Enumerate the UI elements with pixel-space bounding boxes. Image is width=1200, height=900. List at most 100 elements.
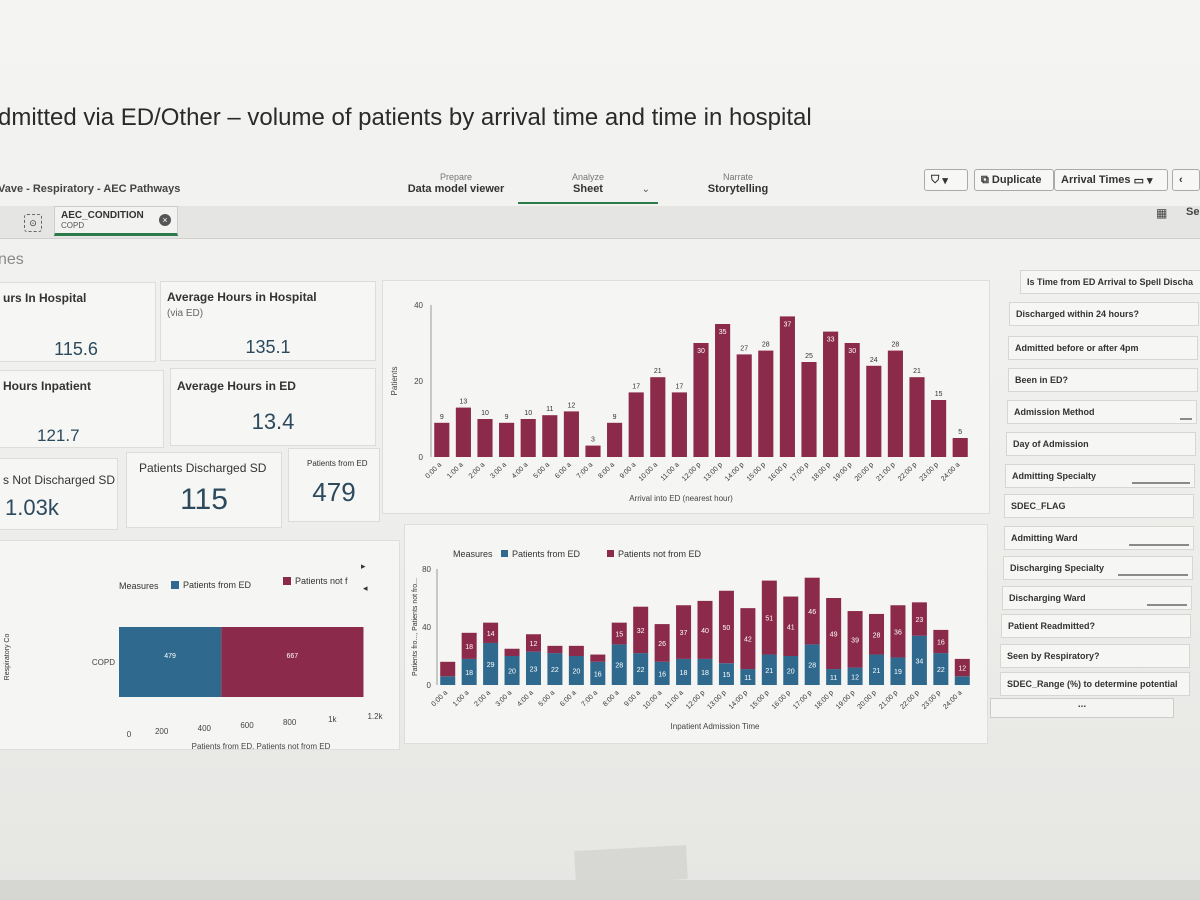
- bar-segment: [611, 644, 627, 685]
- app-name[interactable]: Vave - Respiratory - AEC Pathways: [0, 183, 181, 195]
- x-tick-label: 1:00 a: [446, 461, 465, 480]
- bookmark-button[interactable]: ⛉ ▾: [924, 169, 968, 191]
- x-tick-label: 18:00 p: [811, 461, 833, 483]
- x-tick-label: 24:00 a: [940, 461, 962, 483]
- legend-label: Patients not from ED: [618, 549, 702, 559]
- condition-chart[interactable]: Measures Patients from ED Patients not f ▸ ◂…: [0, 541, 399, 751]
- bar: [563, 411, 579, 457]
- filter-label: Admitted before or after 4pm: [1015, 343, 1139, 353]
- filter-label: Discharging Specialty: [1010, 563, 1105, 573]
- bar: [952, 438, 968, 457]
- bar-value-label: 16: [658, 671, 666, 678]
- filter-14[interactable]: SDEC_Range (%) to determine potential: [1000, 672, 1190, 696]
- more-filters-button[interactable]: ...: [990, 698, 1174, 718]
- bar-segment: [783, 656, 799, 685]
- condition-chart-panel[interactable]: Measures Patients from ED Patients not f ▸ ◂…: [0, 540, 400, 751]
- x-tick-label: 10:00 a: [638, 461, 660, 483]
- bar-segment: [869, 654, 885, 685]
- bar-segment: [933, 653, 949, 685]
- bar-segment: [483, 642, 499, 685]
- kpi-value: 121.7: [37, 426, 80, 445]
- bar-value-label: 21: [873, 668, 881, 675]
- arrival-chart[interactable]: 0 20 40 Patients 9 0:00 a 13 1:00 a 10 2:00 a 9 3:0…: [383, 281, 989, 513]
- x-tick-label: 14:00 p: [728, 689, 750, 711]
- bar: [931, 400, 947, 457]
- x-tick-label: 13:00 p: [703, 461, 725, 483]
- bar: [455, 407, 471, 457]
- sheet-selector-label: Arrival Times: [1061, 174, 1131, 186]
- bar-segment: [954, 658, 970, 677]
- bar-value-label: 36: [894, 629, 902, 636]
- bar-value-label: 49: [830, 632, 838, 639]
- bar: [542, 415, 558, 457]
- chevron-down-icon[interactable]: ⌄: [641, 184, 650, 195]
- kpi-avg-hours-in-ed[interactable]: Average Hours in ED 13.4: [170, 368, 376, 446]
- kpi-hours-in-hospital[interactable]: urs In Hospital 115.6: [0, 282, 156, 362]
- bar-value-label: 21: [765, 668, 773, 675]
- bar-segment: [740, 608, 756, 670]
- x-tick-label: 20:00 p: [856, 689, 878, 711]
- filter-7[interactable]: Admitting Specialty: [1005, 464, 1195, 488]
- filter-10[interactable]: Discharging Specialty: [1003, 556, 1193, 580]
- filter-selection-bar: [1147, 604, 1187, 606]
- x-tick-label: 19:00 p: [835, 689, 857, 711]
- tab-prepare[interactable]: Prepare Data model viewer: [386, 172, 526, 195]
- kpi-title: urs In Hospital: [3, 291, 87, 305]
- kpi-title: Average Hours in Hospital: [167, 290, 317, 304]
- kpi-not-discharged-sd[interactable]: s Not Discharged SD 1.03k: [0, 458, 118, 530]
- bar-value-label: 22: [637, 667, 645, 674]
- tab-analyze[interactable]: Analyze Sheet ⌄: [518, 172, 658, 204]
- bar-value-label: 29: [487, 662, 495, 669]
- filter-label: Seen by Respiratory?: [1007, 651, 1100, 661]
- bar-value-label: 30: [848, 348, 856, 355]
- sheet-selector[interactable]: Arrival Times ▭ ▾: [1054, 169, 1168, 191]
- filter-12[interactable]: Patient Readmitted?: [1001, 614, 1191, 638]
- bar-segment: [590, 661, 606, 685]
- admission-chart-panel[interactable]: Measures Patients from ED Patients not fro…: [404, 524, 988, 744]
- y-tick-label: 20: [414, 377, 423, 386]
- bar-segment: [568, 656, 584, 685]
- bar-segment: [869, 613, 885, 655]
- tab-narrate[interactable]: Narrate Storytelling: [668, 172, 808, 195]
- selection-chip[interactable]: AEC_CONDITION COPD ×: [54, 206, 178, 236]
- kpi-hours-inpatient[interactable]: Hours Inpatient 121.7: [0, 370, 164, 448]
- x-tick-label: 3:00 a: [489, 461, 508, 480]
- arrival-chart-panel[interactable]: 0 20 40 Patients 9 0:00 a 13 1:00 a 10 2:00 a 9 3:0…: [382, 280, 990, 514]
- grid-icon[interactable]: ▦: [1156, 206, 1168, 220]
- filter-1[interactable]: Is Time from ED Arrival to Spell Discha: [1020, 270, 1200, 294]
- duplicate-button[interactable]: ⧉ Duplicate: [974, 169, 1054, 191]
- smart-search-icon[interactable]: ⊙: [24, 214, 42, 232]
- filter-5[interactable]: Admission Method: [1007, 400, 1197, 424]
- filter-6[interactable]: Day of Admission: [1006, 432, 1196, 456]
- kpi-patients-from-ed[interactable]: Patients from ED 479: [288, 448, 380, 522]
- bar-value-label: 28: [762, 342, 770, 349]
- x-tick-label: 1.2k: [367, 712, 383, 721]
- bar-segment: [697, 658, 713, 685]
- filter-8[interactable]: SDEC_FLAG: [1004, 494, 1194, 518]
- kpi-avg-hours-in-hospital[interactable]: Average Hours in Hospital (via ED) 135.1: [160, 281, 376, 361]
- filter-4[interactable]: Been in ED?: [1008, 368, 1198, 392]
- filter-3[interactable]: Admitted before or after 4pm: [1008, 336, 1198, 360]
- category-label: COPD: [92, 658, 115, 667]
- selections-panel-label[interactable]: Sel: [1186, 206, 1200, 218]
- filter-9[interactable]: Admitting Ward: [1004, 526, 1194, 550]
- previous-sheet-button[interactable]: ‹: [1172, 169, 1200, 191]
- x-tick-label: 0:00 a: [430, 689, 449, 708]
- kpi-value: 115.6: [54, 339, 98, 359]
- legend-prev-icon: ◂: [363, 583, 368, 593]
- x-tick-label: 22:00 p: [899, 689, 921, 711]
- filter-2[interactable]: Discharged within 24 hours?: [1009, 302, 1199, 326]
- bar-segment: [954, 676, 970, 685]
- bar-value-label: 51: [765, 616, 773, 623]
- bar: [477, 419, 493, 457]
- y-tick-label: 40: [414, 301, 423, 310]
- kpi-discharged-sd[interactable]: Patients Discharged SD 115: [126, 452, 282, 528]
- filter-11[interactable]: Discharging Ward: [1002, 586, 1192, 610]
- close-icon[interactable]: ×: [159, 214, 171, 226]
- bar-value-label: 15: [723, 672, 731, 679]
- admission-chart[interactable]: Measures Patients from ED Patients not fro…: [405, 525, 987, 743]
- bar: [779, 316, 795, 457]
- filter-13[interactable]: Seen by Respiratory?: [1000, 644, 1190, 668]
- bar-value-label: 21: [654, 368, 662, 375]
- x-tick-label: 18:00 p: [814, 689, 836, 711]
